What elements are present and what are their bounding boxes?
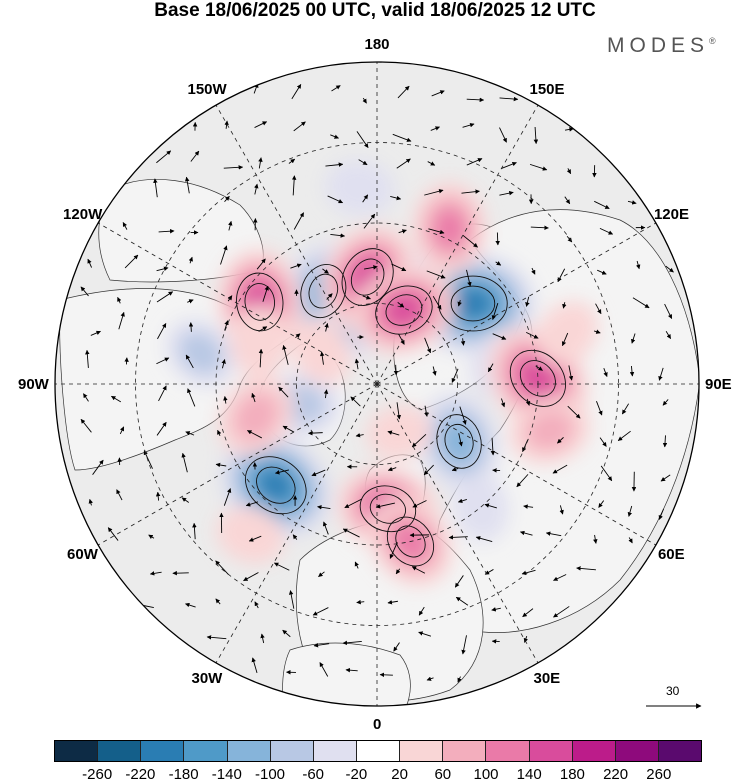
anomaly-blob <box>455 289 491 318</box>
colorbar-tick-label: -260 <box>82 766 112 783</box>
longitude-label: 120W <box>63 206 102 223</box>
colorbar-bin <box>141 741 184 761</box>
colorbar-tick-label: 220 <box>603 766 628 783</box>
polar-map <box>0 0 750 735</box>
africa-landmass <box>283 643 411 735</box>
colorbar-bin <box>228 741 271 761</box>
longitude-label: 0 <box>373 716 381 733</box>
colorbar-tick-label: -140 <box>212 766 242 783</box>
wind-arrow <box>380 675 393 676</box>
longitude-label: 90E <box>705 376 732 393</box>
longitude-label: 150W <box>188 81 227 98</box>
longitude-label: 180 <box>365 36 390 53</box>
colorbar-bin <box>357 741 400 761</box>
colorbar-tick-label: 20 <box>391 766 408 783</box>
longitude-label: 120E <box>654 206 689 223</box>
colorbar-tick-label: -60 <box>302 766 324 783</box>
longitude-label: 150E <box>530 81 565 98</box>
colorbar-tick-label: -180 <box>169 766 199 783</box>
colorbar-bin <box>573 741 616 761</box>
longitude-label: 30W <box>192 670 223 687</box>
colorbar-bin <box>400 741 443 761</box>
colorbar-bin <box>659 741 701 761</box>
colorbar-tick-label: 60 <box>434 766 451 783</box>
colorbar-bin <box>486 741 529 761</box>
longitude-label: 60E <box>658 546 685 563</box>
colorbar-labels: -260 -220 -180 -140 -100 -60 -20 20 60 100 140 180 2… <box>0 766 750 784</box>
colorbar-tick-label: 100 <box>473 766 498 783</box>
colorbar-tick-label: -220 <box>125 766 155 783</box>
colorbar-tick-label: 260 <box>646 766 671 783</box>
reference-vector-label: 30 <box>666 684 679 698</box>
colorbar-bin <box>530 741 573 761</box>
colorbar-bin <box>443 741 486 761</box>
wind-arrow <box>396 365 397 375</box>
colorbar-tick-label: 140 <box>517 766 542 783</box>
colorbar-tick-label: -20 <box>346 766 368 783</box>
colorbar-bin <box>616 741 659 761</box>
longitude-label: 60W <box>67 546 98 563</box>
wind-arrow <box>191 323 192 332</box>
longitude-label: 90W <box>18 376 49 393</box>
colorbar <box>54 740 702 762</box>
wind-arrow <box>497 232 498 245</box>
colorbar-bin <box>271 741 314 761</box>
colorbar-tick-label: 180 <box>560 766 585 783</box>
colorbar-bin <box>98 741 141 761</box>
colorbar-bin <box>55 741 98 761</box>
colorbar-bin <box>184 741 227 761</box>
colorbar-tick-label: -100 <box>255 766 285 783</box>
longitude-label: 30E <box>534 670 561 687</box>
colorbar-bin <box>314 741 357 761</box>
